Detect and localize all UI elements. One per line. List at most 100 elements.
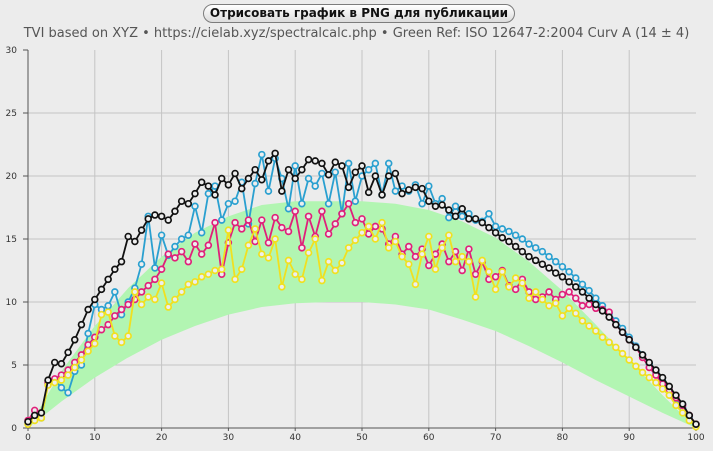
series-black	[24, 149, 700, 428]
data-point-yellow	[151, 295, 159, 304]
data-point-yellow	[157, 279, 166, 287]
data-point-magenta	[238, 225, 246, 233]
data-point-yellow	[612, 343, 620, 352]
data-point-yellow	[518, 279, 527, 287]
data-point-yellow	[111, 332, 119, 340]
data-point-magenta	[585, 300, 593, 309]
data-point-yellow	[64, 371, 72, 379]
data-point-magenta	[405, 242, 413, 251]
data-point-yellow	[638, 368, 647, 377]
data-point-cyan	[64, 388, 72, 397]
data-point-black	[665, 382, 674, 391]
data-point-black	[652, 366, 660, 374]
data-point-black	[91, 295, 99, 304]
data-point-cyan	[371, 159, 380, 168]
data-point-yellow	[498, 268, 507, 276]
data-point-black	[211, 191, 219, 199]
data-point-black	[97, 285, 106, 294]
data-point-yellow	[224, 226, 233, 234]
data-point-magenta	[458, 266, 466, 275]
series-layer	[24, 149, 700, 431]
data-point-black	[111, 265, 119, 273]
data-point-black	[364, 188, 373, 197]
data-point-cyan	[518, 235, 527, 243]
y-tick-label: 5	[11, 361, 17, 371]
data-point-cyan	[344, 159, 353, 168]
x-tick-label: 50	[356, 433, 368, 443]
data-point-cyan	[304, 174, 313, 183]
series-cyan	[24, 150, 700, 430]
data-point-cyan	[451, 202, 460, 210]
data-point-black	[425, 197, 433, 205]
data-point-magenta	[558, 290, 567, 299]
data-point-yellow	[665, 391, 674, 399]
data-point-black	[217, 174, 226, 183]
data-point-magenta	[351, 218, 360, 227]
data-point-magenta	[144, 281, 152, 290]
data-point-yellow	[191, 278, 199, 286]
data-point-yellow	[572, 309, 580, 318]
data-point-cyan	[104, 302, 112, 310]
data-point-black	[251, 165, 259, 174]
data-point-yellow	[645, 373, 653, 382]
data-point-cyan	[364, 165, 373, 174]
data-point-cyan	[438, 194, 446, 203]
data-point-magenta	[197, 250, 206, 258]
data-point-cyan	[565, 268, 573, 276]
reference-band	[28, 201, 696, 428]
data-point-cyan	[578, 280, 587, 289]
chart-axes	[23, 49, 697, 431]
data-point-black	[171, 207, 179, 216]
data-point-yellow	[177, 288, 186, 296]
data-point-cyan	[445, 213, 453, 222]
data-point-black	[184, 199, 193, 208]
data-point-cyan	[251, 179, 259, 188]
data-point-yellow	[458, 252, 466, 261]
data-point-cyan	[231, 197, 239, 205]
data-point-magenta	[84, 341, 92, 349]
data-point-black	[191, 189, 199, 198]
data-point-yellow	[57, 376, 66, 384]
data-point-magenta	[578, 302, 587, 310]
data-point-black	[318, 159, 326, 168]
data-point-magenta	[111, 312, 119, 320]
data-point-magenta	[231, 218, 239, 227]
data-point-yellow	[304, 249, 313, 257]
data-point-yellow	[264, 254, 273, 262]
data-point-black	[398, 189, 406, 198]
data-point-black	[692, 420, 700, 428]
x-tick-label: 0	[25, 433, 31, 443]
data-point-black	[632, 343, 640, 352]
data-point-magenta	[117, 305, 126, 314]
data-point-yellow	[592, 327, 600, 335]
data-point-yellow	[291, 270, 299, 279]
data-point-cyan	[84, 329, 92, 338]
data-point-cyan	[531, 244, 540, 252]
data-point-yellow	[284, 256, 293, 265]
data-point-yellow	[344, 244, 353, 252]
data-point-cyan	[311, 182, 319, 190]
data-point-black	[30, 411, 39, 420]
data-point-yellow	[585, 322, 593, 330]
data-point-yellow	[418, 250, 426, 258]
data-point-yellow	[97, 310, 106, 319]
data-point-yellow	[632, 362, 640, 371]
data-point-yellow	[625, 356, 633, 364]
data-point-black	[585, 294, 593, 302]
data-point-magenta	[164, 250, 173, 258]
data-point-black	[471, 215, 480, 223]
data-point-yellow	[531, 288, 540, 296]
data-point-yellow	[578, 317, 587, 325]
data-point-black	[405, 186, 413, 194]
data-point-cyan	[592, 294, 600, 302]
export-png-button[interactable]: Отрисовать график в PNG для публикации	[203, 4, 515, 23]
data-point-black	[618, 328, 627, 336]
data-point-yellow	[117, 338, 126, 347]
data-point-magenta	[244, 216, 253, 224]
x-tick-label: 40	[289, 433, 301, 443]
data-point-black	[445, 206, 453, 214]
data-point-cyan	[111, 288, 119, 296]
data-point-black	[84, 305, 92, 314]
x-tick-label: 10	[89, 433, 101, 443]
data-point-yellow	[672, 401, 680, 410]
